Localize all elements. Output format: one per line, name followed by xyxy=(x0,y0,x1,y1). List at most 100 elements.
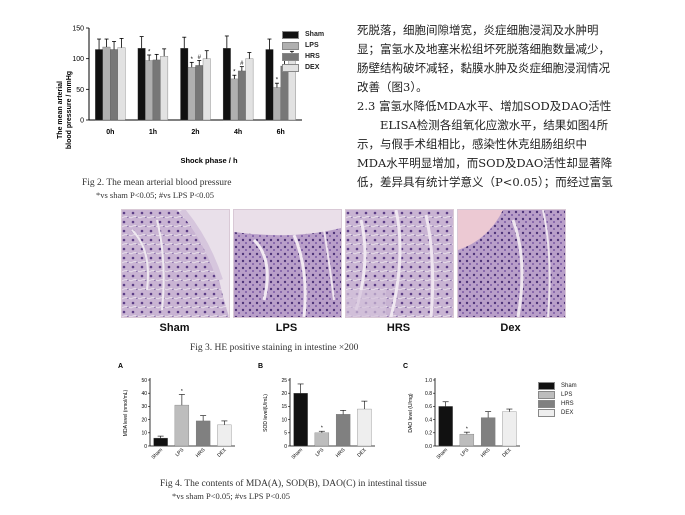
section-heading: 2.3 富氢水降低MDA水平、增加SOD及DAO活性 xyxy=(357,99,612,113)
fig2-bar xyxy=(265,49,274,121)
panel-letter: C xyxy=(403,363,408,370)
fig2-legend-item: DEX xyxy=(282,62,324,73)
fig4-legend-label: LPS xyxy=(561,391,573,398)
fig2-significance-marker: * xyxy=(233,70,236,76)
fig2-bar xyxy=(230,78,239,121)
fig2-legend-item: Sham xyxy=(282,29,324,40)
fig4-legend: Sham LPS HRS DEX xyxy=(538,381,577,417)
fig4-legend-item: Sham xyxy=(538,381,577,390)
fig4-caption: Fig 4. The contents of MDA(A), SOD(B), D… xyxy=(160,478,427,502)
panel-ylabel: SOD level(U/mL) xyxy=(263,394,269,432)
fig4-legend-item: DEX xyxy=(538,408,577,417)
fig2-bar xyxy=(237,70,246,121)
panel-y-tick-label: 0 xyxy=(144,444,147,450)
paragraph-line: MDA水平明显增加，而SOD及DAO活性却显著降 xyxy=(357,156,613,170)
fig4-caption-line2: *vs sham P<0.05; #vs LPS P<0.05 xyxy=(172,491,290,501)
panel-x-tick-label: Sham xyxy=(436,447,449,460)
histology-image-sham xyxy=(121,209,230,318)
fig2-caption: Fig 2. The mean arterial blood pressure … xyxy=(82,177,231,201)
fig2-legend-swatch xyxy=(282,63,299,72)
fig4-panel-b: B SOD level(U/mL) 0 5 10 15 20 25 Sham * LPS HRS DEX xyxy=(258,363,375,461)
fig4-legend-swatch xyxy=(538,408,555,417)
fig2-ylabel-line2: blood pressure / mmHg xyxy=(66,71,73,149)
fig2-legend-item: HRS xyxy=(282,51,324,62)
histology-dex-svg xyxy=(458,210,565,317)
panel-y-tick-label: 10 xyxy=(141,431,147,437)
fig2-chart: The mean arterial blood pressure / mmHg … xyxy=(57,26,302,165)
fig2-bar xyxy=(180,48,189,121)
panel-y-tick-label: 0.0 xyxy=(425,444,432,450)
fig2-significance-marker: # xyxy=(198,55,202,61)
fig4-legend-item: HRS xyxy=(538,399,577,408)
panel-ylabel: MDA level (nmol/mL) xyxy=(123,389,129,436)
fig3-caption: Fig 3. HE positive staining in intestine… xyxy=(190,343,359,353)
paragraph-line: 肠壁结构破坏减轻，黏膜水肿及炎症细胞浸润情况 xyxy=(357,61,610,75)
fig2-bar xyxy=(160,56,169,121)
panel-x-tick-label: LPS xyxy=(459,447,470,458)
panel-x-tick-label: Sham xyxy=(151,447,164,460)
paragraph-line: 低，差异具有统计学意义（P<0.05）；而经过富氢 xyxy=(357,175,613,189)
fig2-x-tick-label: 4h xyxy=(234,129,242,136)
panel-y-tick-label: 0.2 xyxy=(425,431,432,437)
histology-image-dex xyxy=(457,209,566,318)
panel-bar xyxy=(459,433,475,447)
fig2-bar xyxy=(222,48,231,121)
fig2-legend-label: LPS xyxy=(305,42,319,49)
panel-bar xyxy=(314,432,330,447)
panel-y-tick-label: 20 xyxy=(281,391,287,397)
fig4-legend-label: DEX xyxy=(561,409,574,416)
histology-sham-svg xyxy=(122,210,229,317)
panel-bar xyxy=(357,408,372,447)
panel-y-tick-label: 0 xyxy=(284,444,287,450)
fig2-bar xyxy=(95,49,103,121)
body-text-column: 死脱落，细胞间隙增宽，炎症细胞浸润及水肿明 显；富氢水及地塞米松组坏死脱落细胞数… xyxy=(357,21,677,192)
fig4-legend-swatch xyxy=(538,399,555,408)
fig2-legend-swatch xyxy=(282,52,299,61)
fig3-label-dex: Dex xyxy=(500,322,521,334)
histology-image-hrs xyxy=(345,209,454,318)
panel-y-tick-label: 15 xyxy=(281,404,287,410)
panel-bar xyxy=(438,406,453,447)
histology-hrs-svg xyxy=(346,210,453,317)
panel-bar xyxy=(502,411,517,447)
fig2-significance-marker: # xyxy=(240,61,244,67)
panel-x-tick-label: DEX xyxy=(356,447,368,459)
paragraph-line: 示，与假手术组相比，感染性休克组肠组织中 xyxy=(357,137,587,151)
fig3-label-sham: Sham xyxy=(159,322,190,334)
panel-x-tick-label: Sham xyxy=(291,447,304,460)
fig2-bar xyxy=(280,65,289,121)
fig2-bar xyxy=(117,47,126,121)
panel-x-tick-label: DEX xyxy=(501,447,513,459)
panel-y-tick-label: 50 xyxy=(141,378,147,384)
fig2-bar xyxy=(152,59,161,121)
fig2-caption-line1: Fig 2. The mean arterial blood pressure xyxy=(82,178,232,188)
panel-bar xyxy=(174,404,190,447)
fig2-y-tick-label: 50 xyxy=(76,87,84,94)
fig2-x-tick-label: 1h xyxy=(149,129,157,136)
fig2-bar xyxy=(110,49,118,121)
panel-letter: B xyxy=(258,363,263,370)
panel-y-tick-label: 40 xyxy=(141,391,147,397)
fig2-y-tick-label: 150 xyxy=(72,26,84,33)
fig2-bar xyxy=(102,46,111,121)
fig4-panel-a: A MDA level (nmol/mL) 0 10 20 30 40 50 Sham * LPS H… xyxy=(118,363,235,461)
fig4-legend-label: Sham xyxy=(561,382,577,389)
paragraph-line: 改善（图3）。 xyxy=(357,80,428,94)
panel-y-tick-label: 0.6 xyxy=(425,404,432,410)
fig4-legend-swatch xyxy=(538,390,555,399)
panel-bar xyxy=(480,417,496,447)
panel-significance-marker: * xyxy=(181,389,183,395)
paragraph-line: 显；富氢水及地塞米松组坏死脱落细胞数量减少， xyxy=(357,42,610,56)
fig2-bar xyxy=(202,58,211,121)
fig4-caption-line1: Fig 4. The contents of MDA(A), SOD(B), D… xyxy=(160,479,427,489)
panel-y-tick-label: 30 xyxy=(141,404,147,410)
fig2-bar xyxy=(273,87,281,121)
fig2-x-tick-label: 2h xyxy=(191,129,199,136)
fig4-panel-c: C DAO level (U/mg) 0.0 0.2 0.4 0.6 0.8 1.0 Sham *… xyxy=(403,363,520,461)
panel-bar xyxy=(217,424,232,447)
fig4-legend-item: LPS xyxy=(538,390,577,399)
fig2-legend-label: Sham xyxy=(305,31,325,38)
panel-bar xyxy=(195,420,211,447)
panel-y-tick-label: 1.0 xyxy=(425,378,432,384)
fig2-bar xyxy=(195,65,204,121)
